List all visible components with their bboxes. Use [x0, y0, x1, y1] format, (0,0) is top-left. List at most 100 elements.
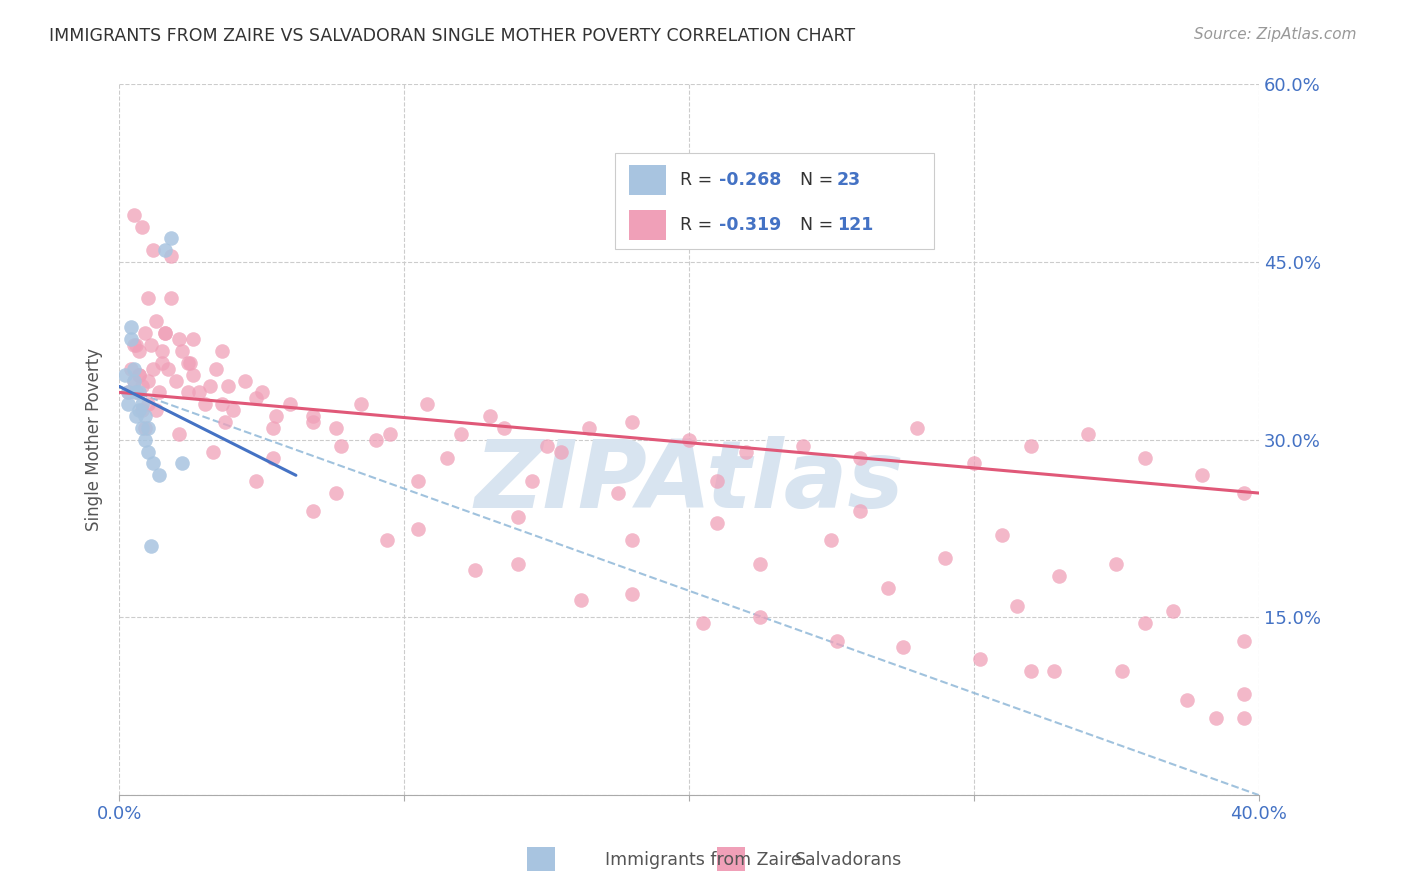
Point [170, 457, 193, 471]
Text: -0.319: -0.319 [718, 217, 780, 235]
Point [128, 368, 150, 382]
Point [131, 421, 153, 435]
Point [330, 439, 353, 453]
Point [934, 551, 956, 566]
Point [820, 533, 842, 548]
Point [606, 486, 628, 500]
Point [1191, 468, 1213, 483]
Point [139, 539, 162, 553]
Point [120, 320, 142, 334]
Point [150, 356, 173, 370]
FancyBboxPatch shape [628, 211, 666, 240]
Point [150, 343, 173, 358]
Point [128, 368, 150, 382]
Point [849, 450, 872, 465]
Point [159, 249, 181, 263]
Point [1105, 557, 1128, 571]
Point [408, 522, 430, 536]
Y-axis label: Single Mother Poverty: Single Mother Poverty [86, 348, 103, 532]
Point [120, 361, 142, 376]
Point [134, 326, 156, 340]
Text: N =: N = [800, 217, 838, 235]
Point [122, 208, 145, 222]
Text: R =: R = [681, 171, 717, 189]
Point [1205, 711, 1227, 725]
Point [136, 291, 159, 305]
Point [302, 409, 325, 423]
Point [450, 426, 472, 441]
Point [194, 397, 217, 411]
Point [131, 403, 153, 417]
Point [200, 379, 222, 393]
Point [159, 231, 181, 245]
Point [621, 533, 644, 548]
Point [849, 504, 872, 518]
Point [416, 397, 439, 411]
Point [1019, 439, 1042, 453]
Point [1111, 664, 1133, 678]
Point [136, 444, 159, 458]
Point [122, 361, 145, 376]
Text: 121: 121 [837, 217, 873, 235]
Point [139, 338, 162, 352]
Point [128, 385, 150, 400]
Point [176, 385, 198, 400]
Point [153, 244, 176, 258]
Point [877, 581, 900, 595]
Point [183, 368, 205, 382]
Point [350, 397, 373, 411]
Point [302, 415, 325, 429]
Point [134, 433, 156, 447]
Point [578, 421, 600, 435]
Text: Source: ZipAtlas.com: Source: ZipAtlas.com [1194, 27, 1357, 42]
Point [170, 343, 193, 358]
Point [159, 291, 181, 305]
Point [478, 409, 501, 423]
Point [188, 385, 211, 400]
Point [125, 338, 148, 352]
Point [183, 332, 205, 346]
Text: 23: 23 [837, 171, 862, 189]
Point [122, 374, 145, 388]
Text: Immigrants from Zaire: Immigrants from Zaire [605, 851, 801, 869]
Point [1047, 569, 1070, 583]
Point [1161, 605, 1184, 619]
Point [1177, 693, 1199, 707]
Point [262, 421, 284, 435]
Point [245, 474, 267, 488]
Point [621, 587, 644, 601]
Point [749, 557, 772, 571]
Text: N =: N = [800, 171, 838, 189]
Text: R =: R = [681, 217, 717, 235]
Point [211, 343, 233, 358]
Point [125, 385, 148, 400]
Point [117, 385, 139, 400]
Point [378, 426, 401, 441]
Point [117, 385, 139, 400]
Point [153, 326, 176, 340]
Point [408, 474, 430, 488]
Point [142, 457, 165, 471]
Point [325, 486, 347, 500]
Point [233, 374, 256, 388]
Point [131, 397, 153, 411]
Point [145, 403, 167, 417]
Point [250, 385, 273, 400]
Point [792, 439, 814, 453]
Point [1133, 616, 1156, 631]
Point [167, 332, 190, 346]
Point [963, 457, 986, 471]
Point [1042, 664, 1064, 678]
Point [156, 361, 179, 376]
Point [375, 533, 398, 548]
Point [245, 392, 267, 406]
Point [264, 409, 287, 423]
Point [131, 379, 153, 393]
Point [436, 450, 458, 465]
Point [128, 403, 150, 417]
Point [325, 421, 347, 435]
Point [148, 385, 170, 400]
Point [262, 450, 284, 465]
Point [905, 421, 928, 435]
Text: Salvadorans: Salvadorans [794, 851, 901, 869]
